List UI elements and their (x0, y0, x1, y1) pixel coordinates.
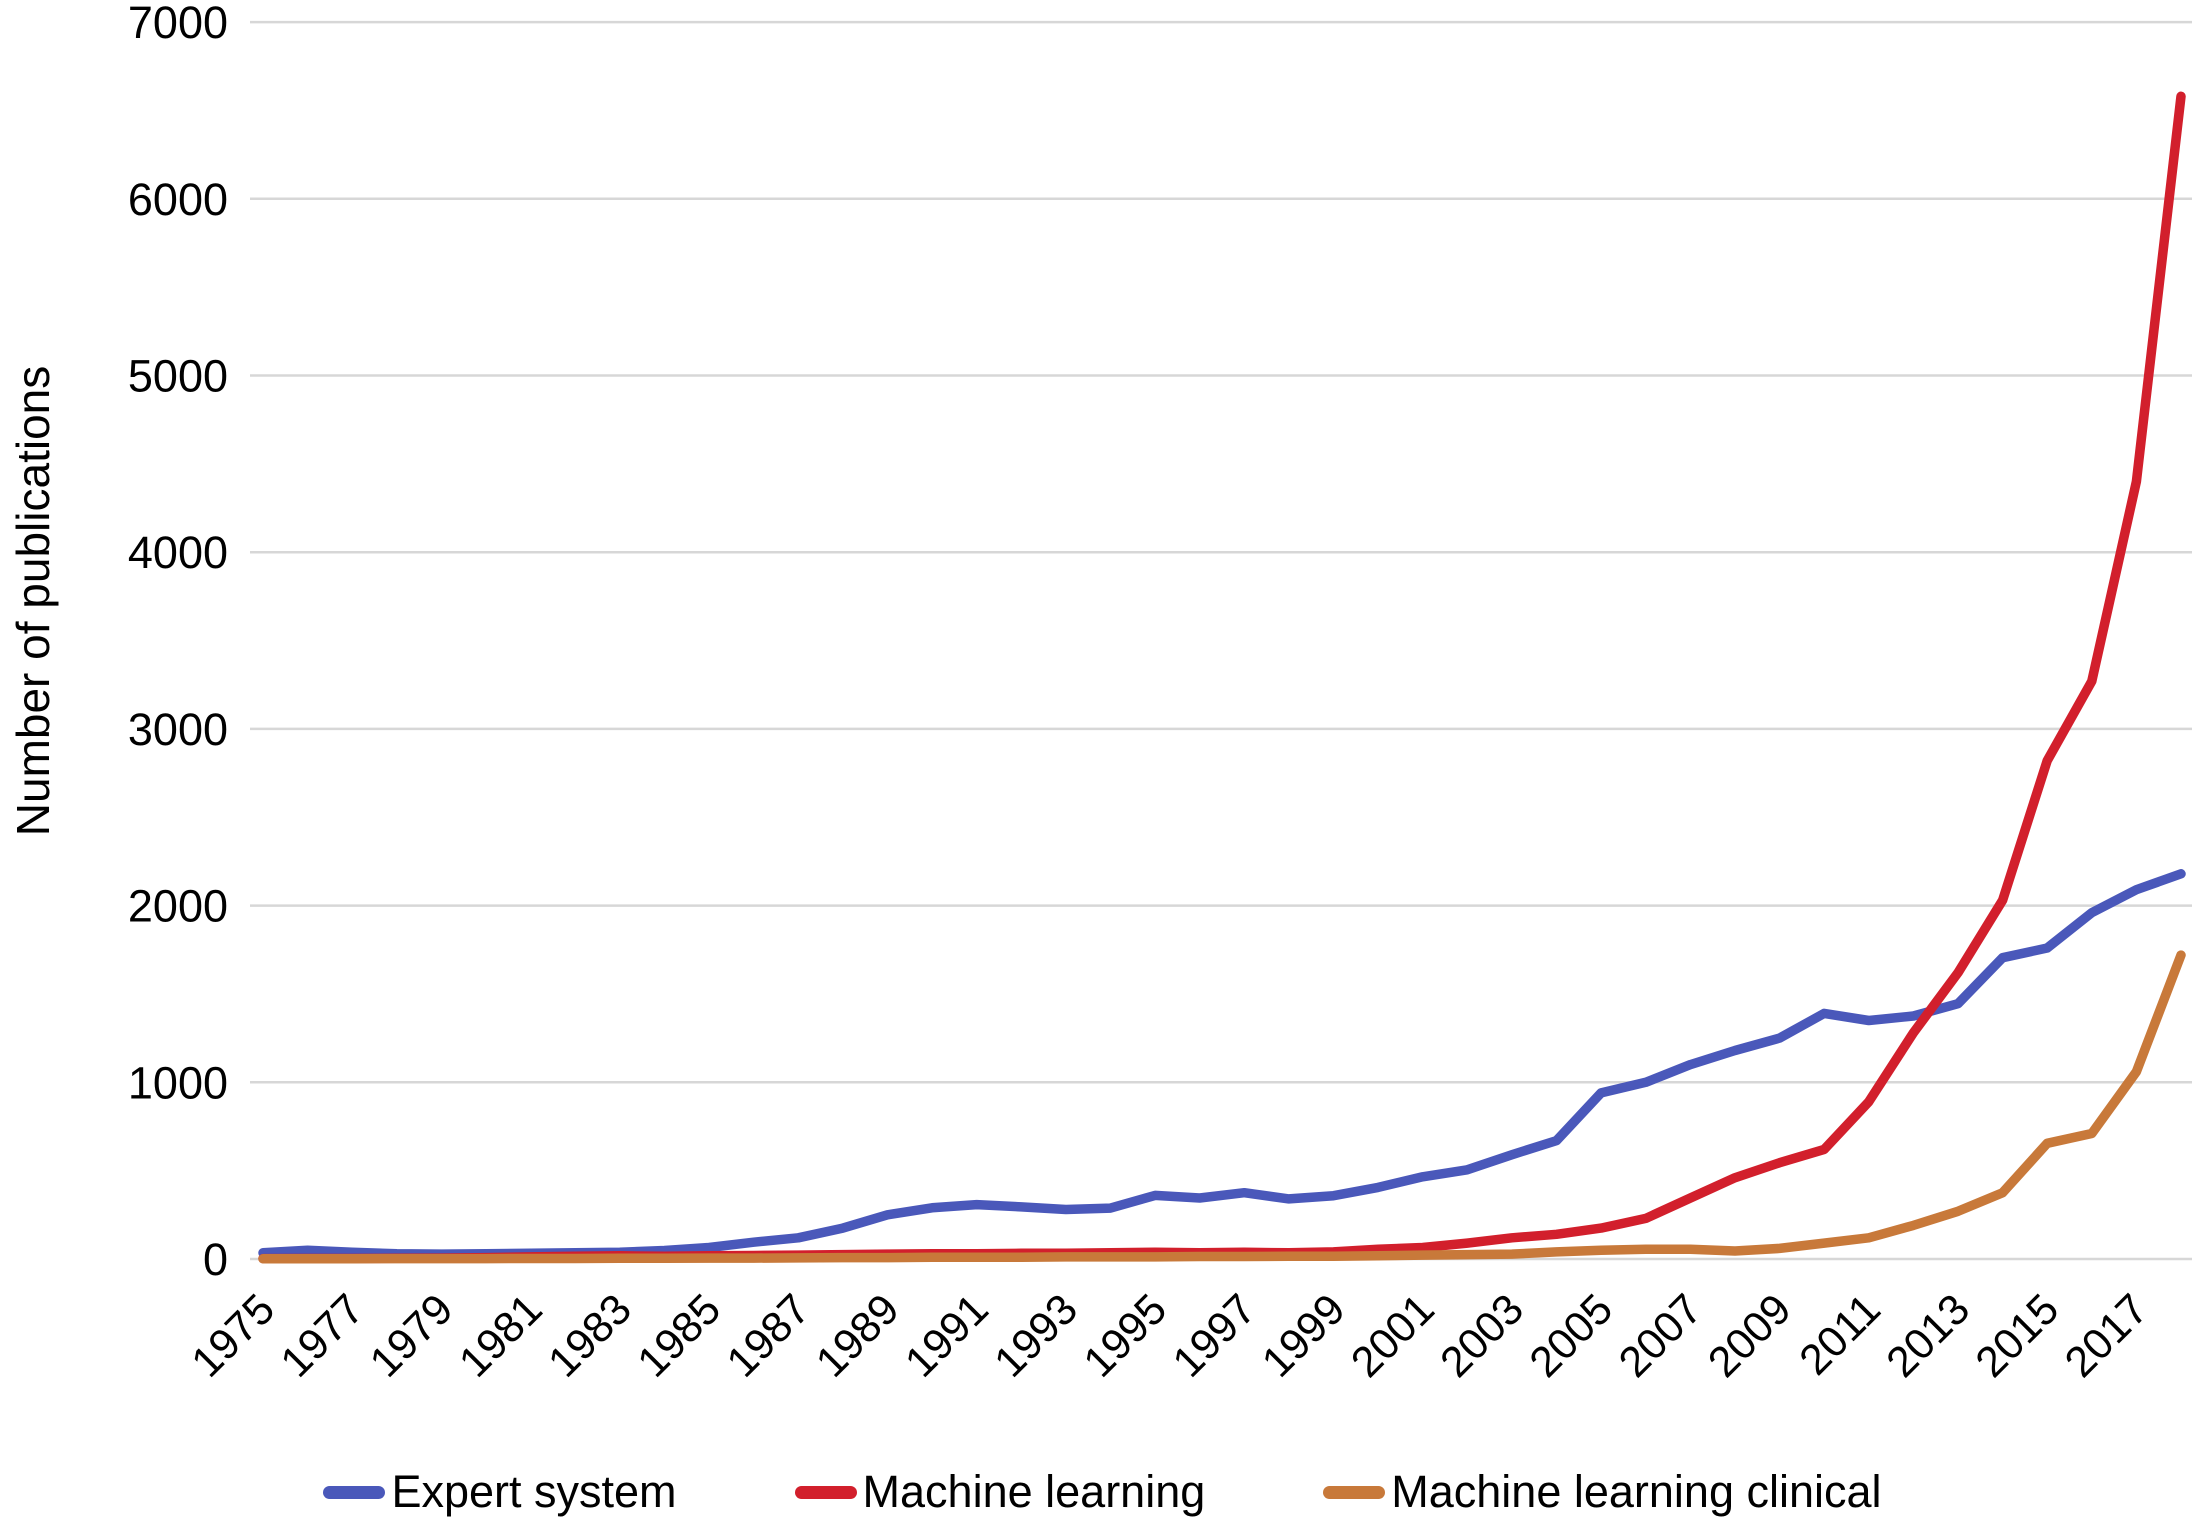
y-tick-label: 0 (203, 1234, 228, 1285)
series-line-machine-learning-clinical (258, 950, 2186, 1264)
x-tick-label: 1991 (896, 1285, 998, 1387)
x-tick-label: 2009 (1699, 1285, 1801, 1387)
y-tick-label: 1000 (128, 1057, 228, 1108)
x-tick-label: 1999 (1253, 1285, 1355, 1387)
y-tick-label: 6000 (128, 174, 228, 225)
x-tick-label: 2011 (1791, 1285, 1890, 1384)
series-line-machine-learning (258, 91, 2186, 1264)
legend-label: Machine learning clinical (1391, 1466, 1882, 1517)
y-tick-label: 5000 (128, 351, 228, 402)
legend-item-machine-learning-clinical: Machine learning clinical (1323, 1466, 1882, 1518)
x-tick-label: 2005 (1521, 1285, 1623, 1387)
x-tick-label: 2017 (2056, 1285, 2158, 1387)
x-tick-label: 2015 (1967, 1285, 2069, 1387)
x-tick-label: 1997 (1164, 1285, 1266, 1387)
legend-item-expert-system: Expert system (323, 1466, 677, 1518)
x-tick-label: 1985 (628, 1285, 730, 1387)
legend-label: Machine learning (862, 1466, 1206, 1517)
legend-item-machine-learning: Machine learning (794, 1466, 1206, 1518)
y-axis-tick-labels: 0 1000 2000 3000 4000 5000 6000 7000 (128, 0, 228, 1285)
x-tick-label: 1993 (985, 1285, 1087, 1387)
legend-swatch (794, 1485, 857, 1499)
x-tick-label: 2003 (1431, 1285, 1533, 1387)
legend-swatch (323, 1485, 386, 1499)
x-tick-label: 2013 (1877, 1285, 1979, 1387)
x-tick-label: 1987 (718, 1285, 820, 1387)
y-tick-label: 7000 (128, 0, 228, 48)
gridlines (250, 20, 2192, 1261)
x-tick-label: 1983 (539, 1285, 641, 1387)
x-tick-label: 2007 (1610, 1285, 1712, 1387)
x-tick-label: 1975 (182, 1285, 284, 1387)
series-lines (258, 91, 2186, 1264)
x-tick-label: 1979 (361, 1285, 463, 1387)
chart-legend: Expert system Machine learning Machine lea… (0, 1452, 2205, 1523)
x-tick-label: 1977 (272, 1285, 374, 1387)
x-axis-tick-labels: 1975197719791981198319851987198919911993… (182, 1285, 2157, 1387)
x-tick-label: 1981 (450, 1285, 552, 1387)
x-tick-label: 1995 (1075, 1285, 1177, 1387)
y-tick-label: 4000 (128, 527, 228, 578)
x-tick-label: 1989 (807, 1285, 909, 1387)
x-tick-label: 2001 (1342, 1285, 1444, 1387)
legend-swatch (1323, 1485, 1386, 1499)
y-tick-label: 2000 (128, 881, 228, 932)
legend-label: Expert system (391, 1466, 677, 1517)
y-tick-label: 3000 (128, 704, 228, 755)
